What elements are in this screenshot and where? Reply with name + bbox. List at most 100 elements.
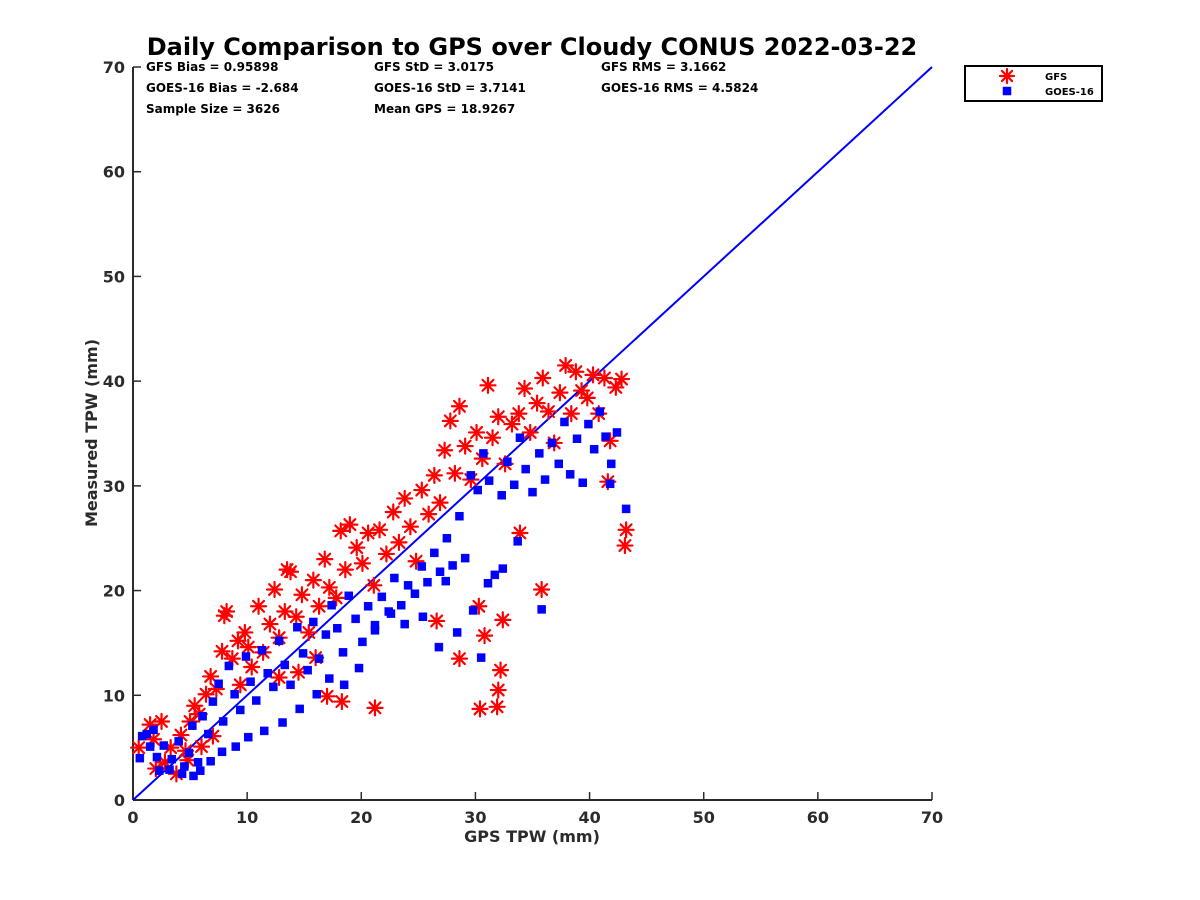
data-layer	[130, 66, 933, 801]
goes16-point	[145, 742, 155, 751]
goes16-point	[572, 434, 582, 443]
x-tick-label: 70	[921, 808, 943, 827]
goes16-point	[135, 753, 145, 763]
goes16-point	[589, 444, 599, 454]
x-tick-label: 50	[693, 808, 715, 827]
gfs-point	[239, 638, 257, 656]
goes16-point	[528, 487, 537, 497]
gfs-point	[293, 586, 311, 604]
goes16-point	[418, 612, 428, 621]
x-tick-label: 0	[127, 808, 138, 827]
x-tick-label: 40	[578, 808, 600, 827]
goes16-point	[434, 642, 444, 652]
gfs-point	[428, 612, 446, 630]
goes16-point	[377, 592, 387, 602]
gfs-point	[365, 576, 383, 594]
goes16-point	[554, 459, 564, 469]
gfs-point	[332, 522, 350, 540]
goes16-bias-stat: GOES-16 Bias = -2.684	[146, 81, 299, 95]
gfs-point	[503, 415, 521, 433]
goes16-point	[473, 485, 482, 495]
goes16-point	[601, 432, 610, 441]
y-tick-label: 30	[103, 477, 125, 496]
goes16-point	[286, 680, 295, 690]
gfs-point	[377, 545, 395, 563]
legend-gfs-marker	[998, 67, 1016, 85]
gfs-point	[475, 626, 494, 645]
goes16-point	[217, 747, 227, 757]
gfs-point	[236, 623, 254, 642]
goes16-point	[403, 581, 413, 590]
gfs-point	[316, 550, 334, 568]
goes16-point	[513, 537, 522, 546]
gfs-point	[494, 611, 512, 629]
chart-title: Daily Comparison to GPS over Cloudy CONU…	[147, 33, 918, 61]
goes16-point	[327, 600, 336, 610]
goes16-point	[578, 478, 587, 487]
goes16-point	[484, 476, 494, 485]
legend-goes16-marker	[1002, 86, 1012, 96]
legend-item-goes16: GOES-16	[1002, 86, 1094, 98]
y-tick-label: 70	[103, 58, 125, 77]
goes16-point	[498, 564, 508, 573]
gfs-point	[595, 369, 614, 387]
goes16-point	[435, 567, 445, 576]
goes16-point	[269, 682, 278, 692]
legend: GFS GOES-16	[964, 65, 1103, 102]
goes16-point	[274, 636, 284, 646]
gfs-point	[607, 378, 625, 397]
goes16-point	[452, 628, 462, 637]
gfs-point	[528, 394, 546, 412]
goes16-point	[167, 754, 177, 764]
gfs-point	[231, 676, 249, 694]
stats-text-layer: GFS Bias = 0.95898 GFS StD = 3.0175 GFS …	[146, 60, 758, 116]
goes16-point	[196, 766, 205, 775]
legend-label-gfs: GFS	[1045, 72, 1067, 83]
goes16-point	[244, 732, 253, 742]
gfs-point	[420, 505, 438, 523]
goes16-point	[236, 705, 245, 715]
goes16-point	[174, 737, 183, 746]
gfs-point	[390, 533, 408, 552]
goes16-point	[354, 663, 364, 673]
gfs-point	[213, 642, 231, 660]
gfs-point	[192, 737, 211, 756]
gfs-point	[450, 650, 469, 668]
x-tick-label: 30	[464, 808, 486, 827]
gfs-std-stat: GFS StD = 3.0175	[374, 60, 494, 74]
goes16-point	[565, 470, 575, 479]
gfs-point	[333, 692, 351, 711]
goes16-point	[325, 674, 334, 683]
gfs-point	[353, 554, 372, 572]
gfs-point	[491, 661, 510, 679]
goes16-point	[540, 475, 550, 484]
goes16-point	[293, 622, 302, 632]
gfs-point	[278, 561, 296, 579]
goes16-point	[547, 438, 557, 448]
goes16-point	[400, 619, 409, 629]
goes16-point	[351, 614, 360, 624]
gfs-point	[261, 615, 279, 633]
gfs-point	[489, 408, 507, 426]
x-tick-label: 20	[350, 808, 372, 827]
gfs-point	[471, 700, 489, 718]
gfs-point	[446, 464, 464, 482]
gfs-point	[617, 521, 635, 539]
x-tick-label: 60	[807, 808, 829, 827]
goes16-point	[208, 697, 218, 706]
goes16-point	[312, 689, 322, 699]
gfs-point	[287, 608, 305, 626]
goes16-point	[252, 696, 261, 705]
goes-16-series	[135, 407, 631, 781]
gfs-point	[515, 379, 534, 398]
goes16-point	[338, 648, 348, 657]
gfs-point	[436, 441, 454, 459]
goes16-point	[241, 652, 251, 661]
gfs-point	[396, 489, 414, 508]
gfs-point	[479, 376, 497, 394]
gfs-point	[450, 397, 469, 415]
goes16-point	[314, 654, 324, 663]
legend-label-goes16: GOES-16	[1045, 87, 1094, 98]
goes16-point	[177, 769, 187, 779]
gfs-point	[612, 370, 631, 388]
